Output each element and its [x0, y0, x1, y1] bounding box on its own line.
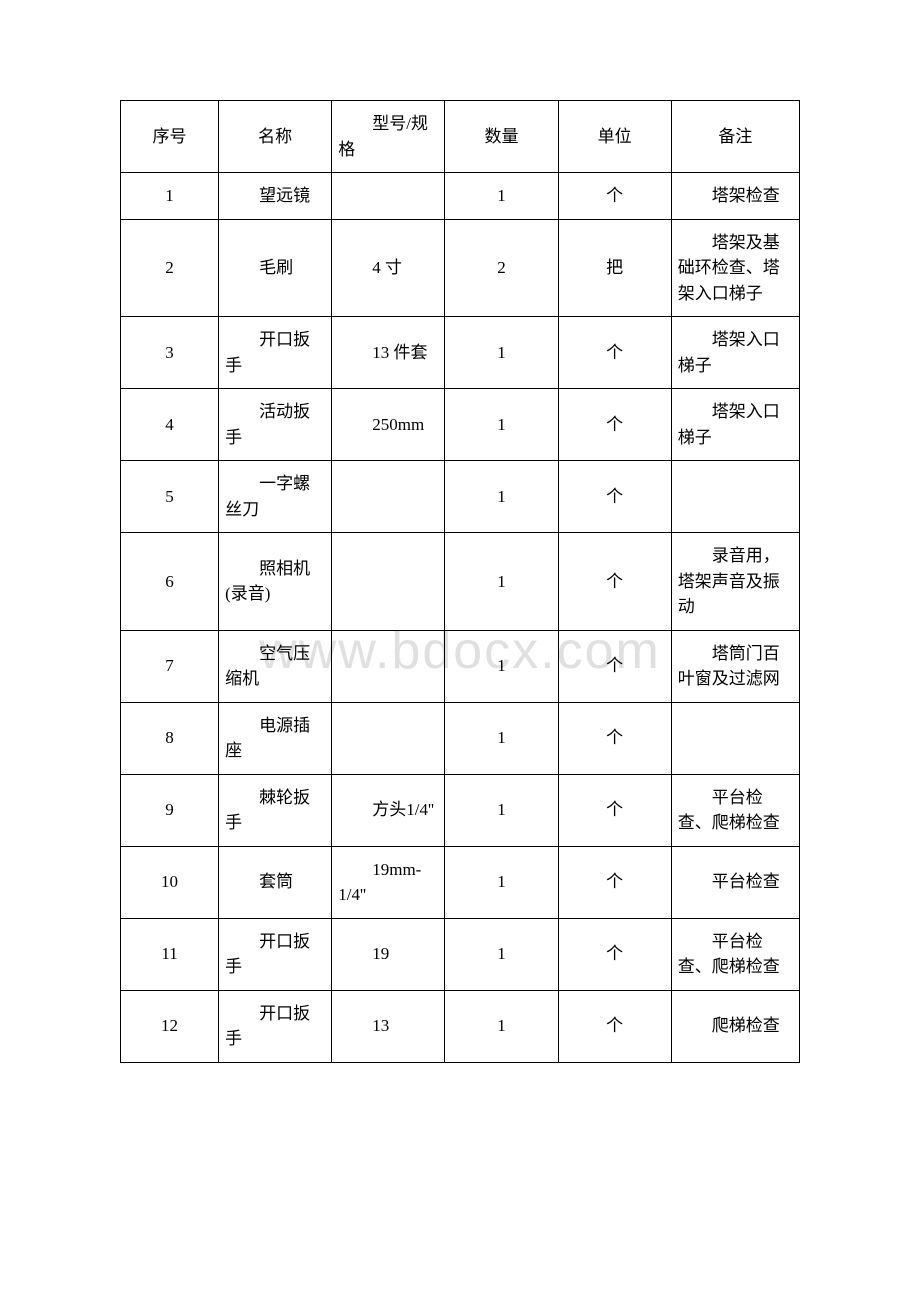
- table-container: 序号 名称 型号/规格 数量 单位 备注 1 望远镜 1 个 塔架检查 2 毛刷…: [120, 100, 800, 1063]
- cell-name: 开口扳手: [219, 317, 332, 389]
- cell-name: 空气压缩机: [219, 630, 332, 702]
- cell-spec: [332, 533, 445, 631]
- cell-name: 套筒: [219, 846, 332, 918]
- cell-name: 开口扳手: [219, 990, 332, 1062]
- table-row: 7 空气压缩机 1 个 塔筒门百叶窗及过滤网: [121, 630, 800, 702]
- cell-note: 平台检查: [671, 846, 799, 918]
- cell-qty: 1: [445, 990, 558, 1062]
- cell-name: 毛刷: [219, 219, 332, 317]
- cell-qty: 1: [445, 774, 558, 846]
- table-row: 3 开口扳手 13 件套 1 个 塔架入口梯子: [121, 317, 800, 389]
- cell-unit: 个: [558, 702, 671, 774]
- cell-spec: 4 寸: [332, 219, 445, 317]
- cell-qty: 1: [445, 846, 558, 918]
- cell-qty: 1: [445, 317, 558, 389]
- cell-spec: [332, 702, 445, 774]
- cell-name: 棘轮扳手: [219, 774, 332, 846]
- cell-unit: 个: [558, 461, 671, 533]
- table-header-row: 序号 名称 型号/规格 数量 单位 备注: [121, 101, 800, 173]
- cell-spec: 13 件套: [332, 317, 445, 389]
- cell-seq: 1: [121, 173, 219, 220]
- col-header-spec: 型号/规格: [332, 101, 445, 173]
- cell-name: 活动扳手: [219, 389, 332, 461]
- table-row: 5 一字螺丝刀 1 个: [121, 461, 800, 533]
- cell-spec: 19: [332, 918, 445, 990]
- cell-qty: 2: [445, 219, 558, 317]
- cell-note: 平台检查、爬梯检查: [671, 918, 799, 990]
- cell-seq: 7: [121, 630, 219, 702]
- col-header-name: 名称: [219, 101, 332, 173]
- cell-spec: [332, 461, 445, 533]
- cell-qty: 1: [445, 389, 558, 461]
- cell-spec: 250mm: [332, 389, 445, 461]
- cell-spec: [332, 173, 445, 220]
- cell-note: 平台检查、爬梯检查: [671, 774, 799, 846]
- col-header-unit: 单位: [558, 101, 671, 173]
- cell-seq: 8: [121, 702, 219, 774]
- cell-unit: 个: [558, 173, 671, 220]
- cell-name: 一字螺丝刀: [219, 461, 332, 533]
- cell-seq: 6: [121, 533, 219, 631]
- cell-note: 塔架及基础环检查、塔架入口梯子: [671, 219, 799, 317]
- table-row: 6 照相机(录音) 1 个 录音用，塔架声音及振动: [121, 533, 800, 631]
- cell-unit: 个: [558, 389, 671, 461]
- cell-seq: 4: [121, 389, 219, 461]
- table-row: 4 活动扳手 250mm 1 个 塔架入口梯子: [121, 389, 800, 461]
- cell-seq: 11: [121, 918, 219, 990]
- cell-qty: 1: [445, 461, 558, 533]
- cell-unit: 个: [558, 990, 671, 1062]
- col-header-note: 备注: [671, 101, 799, 173]
- cell-unit: 个: [558, 918, 671, 990]
- cell-note: 录音用，塔架声音及振动: [671, 533, 799, 631]
- cell-unit: 个: [558, 774, 671, 846]
- cell-qty: 1: [445, 918, 558, 990]
- table-row: 10 套筒 19mm-1/4'' 1 个 平台检查: [121, 846, 800, 918]
- table-row: 8 电源插座 1 个: [121, 702, 800, 774]
- cell-note: [671, 702, 799, 774]
- cell-unit: 把: [558, 219, 671, 317]
- table-row: 2 毛刷 4 寸 2 把 塔架及基础环检查、塔架入口梯子: [121, 219, 800, 317]
- cell-seq: 12: [121, 990, 219, 1062]
- cell-spec: [332, 630, 445, 702]
- cell-seq: 9: [121, 774, 219, 846]
- cell-note: 爬梯检查: [671, 990, 799, 1062]
- cell-seq: 3: [121, 317, 219, 389]
- table-row: 1 望远镜 1 个 塔架检查: [121, 173, 800, 220]
- col-header-seq: 序号: [121, 101, 219, 173]
- cell-unit: 个: [558, 317, 671, 389]
- cell-note: 塔筒门百叶窗及过滤网: [671, 630, 799, 702]
- cell-unit: 个: [558, 846, 671, 918]
- cell-qty: 1: [445, 533, 558, 631]
- cell-spec: 19mm-1/4'': [332, 846, 445, 918]
- cell-name: 望远镜: [219, 173, 332, 220]
- cell-seq: 5: [121, 461, 219, 533]
- cell-note: [671, 461, 799, 533]
- cell-qty: 1: [445, 173, 558, 220]
- cell-qty: 1: [445, 630, 558, 702]
- cell-note: 塔架检查: [671, 173, 799, 220]
- cell-seq: 10: [121, 846, 219, 918]
- cell-note: 塔架入口梯子: [671, 317, 799, 389]
- tools-table: 序号 名称 型号/规格 数量 单位 备注 1 望远镜 1 个 塔架检查 2 毛刷…: [120, 100, 800, 1063]
- cell-unit: 个: [558, 533, 671, 631]
- cell-name: 开口扳手: [219, 918, 332, 990]
- table-body: 1 望远镜 1 个 塔架检查 2 毛刷 4 寸 2 把 塔架及基础环检查、塔架入…: [121, 173, 800, 1063]
- table-row: 9 棘轮扳手 方头1/4'' 1 个 平台检查、爬梯检查: [121, 774, 800, 846]
- cell-spec: 方头1/4'': [332, 774, 445, 846]
- cell-name: 照相机(录音): [219, 533, 332, 631]
- cell-spec: 13: [332, 990, 445, 1062]
- cell-unit: 个: [558, 630, 671, 702]
- cell-note: 塔架入口梯子: [671, 389, 799, 461]
- table-row: 12 开口扳手 13 1 个 爬梯检查: [121, 990, 800, 1062]
- cell-qty: 1: [445, 702, 558, 774]
- col-header-qty: 数量: [445, 101, 558, 173]
- cell-seq: 2: [121, 219, 219, 317]
- table-row: 11 开口扳手 19 1 个 平台检查、爬梯检查: [121, 918, 800, 990]
- cell-name: 电源插座: [219, 702, 332, 774]
